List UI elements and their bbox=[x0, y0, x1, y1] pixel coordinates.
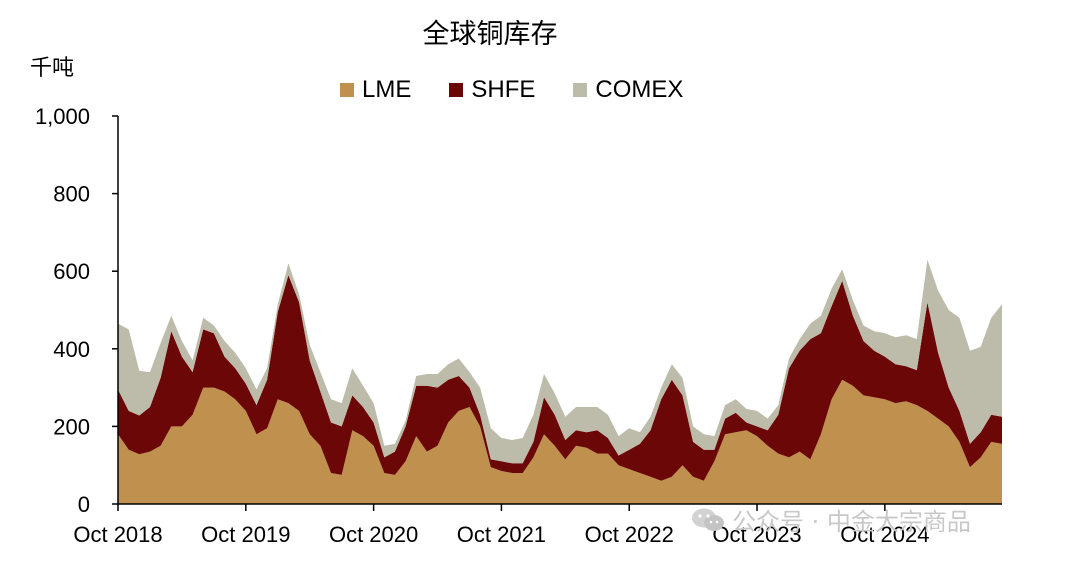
watermark-text: 公众号 · 中金大宗商品 bbox=[732, 508, 971, 536]
x-tick-label: Oct 2018 bbox=[73, 522, 162, 547]
legend-item-comex: COMEX bbox=[573, 76, 683, 104]
legend-item-lme: LME bbox=[340, 76, 411, 104]
chart-title: 全球铜库存 bbox=[422, 19, 558, 50]
x-tick-label: Oct 2020 bbox=[329, 522, 418, 547]
y-tick-label: 400 bbox=[53, 337, 90, 362]
legend-item-shfe: SHFE bbox=[449, 76, 535, 104]
x-tick-label: Oct 2022 bbox=[585, 522, 674, 547]
y-tick-label: 0 bbox=[78, 492, 90, 517]
y-tick-label: 200 bbox=[53, 414, 90, 439]
area-lme bbox=[118, 379, 1002, 504]
y-unit-label: 千吨 bbox=[30, 56, 75, 81]
area-shfe bbox=[118, 275, 1002, 481]
y-tick-label: 800 bbox=[53, 182, 90, 207]
legend-label-lme: LME bbox=[362, 76, 412, 103]
x-tick-label: Oct 2024 bbox=[840, 522, 929, 547]
legend: LME SHFE COMEX bbox=[340, 76, 683, 104]
legend-label-shfe: SHFE bbox=[471, 76, 536, 103]
x-tick-label: Oct 2019 bbox=[201, 522, 290, 547]
watermark: 公众号 · 中金大宗商品 bbox=[690, 502, 971, 537]
legend-label-comex: COMEX bbox=[595, 76, 684, 103]
legend-swatch-shfe bbox=[449, 83, 464, 97]
area-comex bbox=[118, 259, 1002, 464]
y-tick-label: 600 bbox=[53, 259, 90, 284]
y-tick-label: 1,000 bbox=[35, 104, 90, 129]
legend-swatch-comex bbox=[573, 83, 588, 97]
wechat-icon bbox=[692, 508, 724, 531]
x-tick-label: Oct 2021 bbox=[457, 522, 546, 547]
x-tick-label: Oct 2023 bbox=[712, 522, 801, 547]
legend-swatch-lme bbox=[340, 83, 354, 97]
